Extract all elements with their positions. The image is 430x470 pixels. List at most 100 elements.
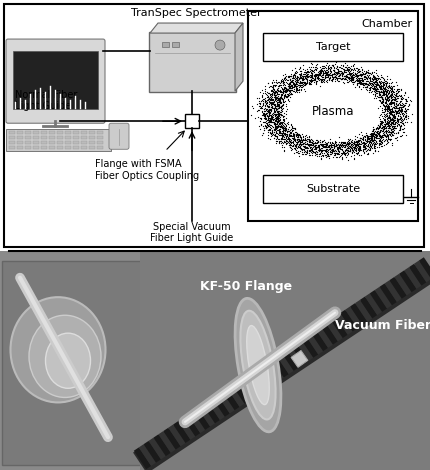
Point <box>296 82 303 90</box>
Point <box>359 136 366 143</box>
Bar <box>65 136 71 139</box>
Point <box>389 106 396 113</box>
Point <box>378 119 385 127</box>
Point <box>386 128 393 136</box>
Point <box>389 94 396 101</box>
Point <box>286 138 293 145</box>
Point <box>278 98 285 106</box>
Point <box>317 76 324 83</box>
Point <box>383 109 390 117</box>
Point <box>359 79 366 87</box>
Point <box>292 143 299 150</box>
Point <box>292 68 298 75</box>
Point <box>269 104 276 111</box>
Point <box>387 91 394 99</box>
Point <box>269 122 276 129</box>
Point <box>313 137 320 144</box>
Point <box>305 149 312 157</box>
Point <box>303 72 310 80</box>
Point <box>387 135 394 143</box>
Point <box>314 68 321 75</box>
Point <box>321 141 328 148</box>
Point <box>379 122 386 130</box>
Point <box>357 70 364 78</box>
Point <box>380 80 387 88</box>
Bar <box>81 146 87 149</box>
Point <box>384 131 390 138</box>
Point <box>307 77 314 85</box>
Point <box>272 122 279 130</box>
Point <box>371 73 378 80</box>
Point <box>282 133 289 141</box>
Point <box>373 133 380 140</box>
Point <box>292 136 299 143</box>
Point <box>390 113 397 121</box>
Point <box>259 107 266 115</box>
Point <box>313 66 319 73</box>
Point <box>345 78 352 86</box>
Point <box>291 70 298 78</box>
Point <box>334 150 341 157</box>
Point <box>344 148 350 156</box>
Point <box>306 133 313 140</box>
Point <box>364 71 371 78</box>
Point <box>326 73 333 80</box>
Point <box>377 102 384 110</box>
Point <box>305 137 312 144</box>
Point <box>293 83 300 90</box>
Point <box>266 98 273 106</box>
Point <box>266 120 273 128</box>
Point <box>285 133 292 141</box>
Point <box>350 76 357 83</box>
Point <box>289 124 296 132</box>
Point <box>354 141 361 149</box>
Point <box>332 141 339 148</box>
Point <box>386 87 393 95</box>
Point <box>301 79 308 86</box>
Point <box>290 130 297 137</box>
Point <box>356 143 363 150</box>
Point <box>274 93 281 101</box>
Point <box>341 66 347 73</box>
Point <box>384 84 391 92</box>
Point <box>281 130 288 138</box>
Point <box>387 93 394 100</box>
Point <box>288 128 295 135</box>
Point <box>298 72 305 79</box>
Point <box>292 76 299 84</box>
Point <box>386 113 393 120</box>
Point <box>264 95 271 103</box>
Point <box>377 120 384 128</box>
Point <box>294 148 301 156</box>
Point <box>332 73 339 80</box>
Point <box>274 116 281 123</box>
Point <box>361 73 368 81</box>
Point <box>372 146 379 154</box>
Point <box>355 145 362 153</box>
Point <box>392 99 399 107</box>
Point <box>306 133 313 141</box>
Point <box>268 117 275 125</box>
Point <box>356 70 363 77</box>
Point <box>265 126 272 133</box>
Point <box>307 149 314 156</box>
Point <box>280 88 287 95</box>
Point <box>271 100 278 108</box>
Point <box>377 88 384 95</box>
Point <box>325 62 332 70</box>
Point <box>309 140 316 147</box>
Point <box>387 88 394 95</box>
Point <box>375 81 381 88</box>
Point <box>380 117 387 124</box>
Point <box>376 113 383 120</box>
Point <box>381 84 387 92</box>
Point <box>329 73 336 81</box>
Point <box>280 81 286 88</box>
Point <box>337 139 344 147</box>
Point <box>361 149 368 156</box>
Point <box>323 71 330 78</box>
Point <box>312 72 319 79</box>
Point <box>294 144 301 151</box>
Point <box>329 141 336 149</box>
Point <box>362 143 369 151</box>
